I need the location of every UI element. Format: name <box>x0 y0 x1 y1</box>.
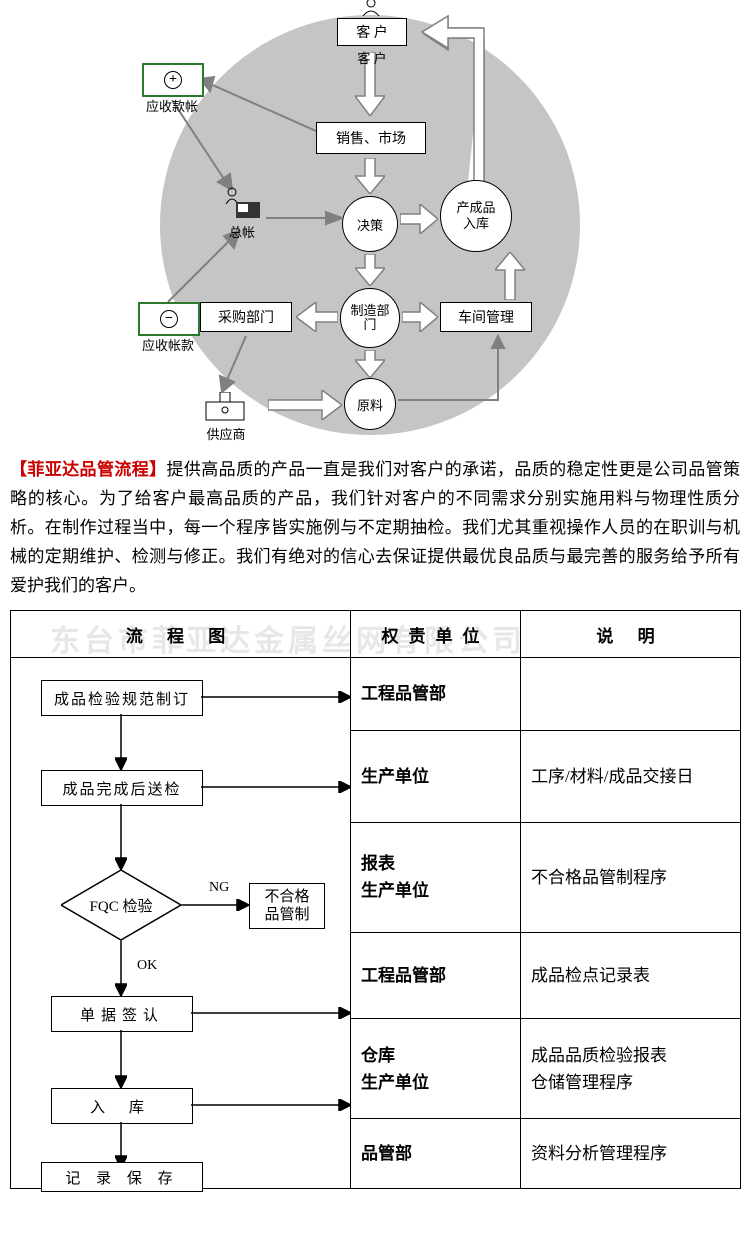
node-finished-label: 产成品 入库 <box>456 200 495 231</box>
arrow-spec-send <box>115 714 127 770</box>
arrow-mfg-material <box>355 350 385 378</box>
arrow-mfg-workshop <box>402 302 438 332</box>
node-mfg: 制造部 门 <box>340 288 400 348</box>
arrow-sales-decision <box>355 158 385 194</box>
node-decision-label: 决策 <box>357 215 383 234</box>
arrow-purchase-supplier <box>218 336 258 392</box>
node-customer: 客 户 <box>337 18 407 46</box>
arrow-send-out <box>201 781 351 793</box>
flow-sign-label: 单据签认 <box>80 1004 164 1025</box>
unit-cell: 报表 生产单位 <box>351 822 521 932</box>
arrow-payable-ledger <box>164 230 244 306</box>
desc-cell: 资料分析管理程序 <box>521 1119 741 1189</box>
unit-3: 工程品管部 <box>361 966 446 985</box>
table-header-row: 流 程 图 权责单位 说 明 <box>11 611 741 658</box>
node-material-label: 原料 <box>357 395 383 414</box>
arrow-supplier-material <box>268 390 342 420</box>
node-finished: 产成品 入库 <box>440 180 512 252</box>
ledger-icon <box>222 186 262 224</box>
unit-5: 品管部 <box>361 1144 412 1163</box>
node-material: 原料 <box>344 378 396 430</box>
desc-cell: 成品品质检验报表 仓储管理程序 <box>521 1019 741 1119</box>
unit-cell: 仓库 生产单位 <box>351 1019 521 1119</box>
qc-paragraph: 【菲亚达品管流程】提供高品质的产品一直是我们对客户的承诺，品质的稳定性更是公司品… <box>0 450 750 610</box>
flow-fqc-label: FQC 检验 <box>90 895 153 916</box>
node-mfg-label: 制造部 门 <box>350 304 389 333</box>
paragraph-title: 【菲亚达品管流程】 <box>10 460 167 479</box>
arrow-workshop-finished <box>495 252 525 300</box>
flow-store-label: 入 库 <box>90 1096 154 1117</box>
arrow-mfg-purchase <box>296 302 338 332</box>
node-workshop-label: 车间管理 <box>458 307 514 327</box>
flow-spec-label: 成品检验规范制订 <box>54 688 190 709</box>
flowchart-column: 成品检验规范制订 成品完成后送检 FQC 检验 NG 不合格 品管制 OK <box>11 658 350 1188</box>
desc-1: 工序/材料/成品交接日 <box>531 767 693 786</box>
flow-table-wrap: 东台市菲亚达金属丝网有限公司 流 程 图 权责单位 说 明 成品检验规范制订 成… <box>10 610 740 1189</box>
arrow-decision-mfg <box>355 254 385 286</box>
node-sales: 销售、市场 <box>316 122 426 154</box>
header-flowchart: 流 程 图 <box>11 611 351 658</box>
ledger-caption: 总帐 <box>224 222 260 241</box>
flow-ng-label: 不合格 品管制 <box>264 888 309 924</box>
unit-cell: 品管部 <box>351 1119 521 1189</box>
node-purchase-label: 采购部门 <box>218 307 274 327</box>
arrow-ledger-decision <box>266 208 342 228</box>
customer-caption: 客 户 <box>337 48 407 67</box>
desc-5: 资料分析管理程序 <box>531 1144 667 1163</box>
payable-caption: 应收帐款 <box>136 335 200 354</box>
node-workshop: 车间管理 <box>440 302 532 332</box>
arrow-fqc-sign <box>115 940 127 996</box>
arrow-store-out <box>191 1099 351 1111</box>
unit-2: 报表 生产单位 <box>361 854 429 900</box>
flow-fqc-diamond: FQC 检验 <box>61 870 181 940</box>
flow-record-box: 记 录 保 存 <box>41 1162 203 1192</box>
table-row: 成品检验规范制订 成品完成后送检 FQC 检验 NG 不合格 品管制 OK <box>11 658 741 730</box>
flow-record-label: 记 录 保 存 <box>65 1167 178 1188</box>
node-customer-label: 客 户 <box>356 22 388 42</box>
desc-2: 不合格品管制程序 <box>531 868 667 887</box>
desc-3: 成品检点记录表 <box>531 966 650 985</box>
header-desc: 说 明 <box>521 611 741 658</box>
header-unit: 权责单位 <box>351 611 521 658</box>
unit-4: 仓库 生产单位 <box>361 1046 429 1092</box>
receivable-money-icon: + <box>142 63 204 97</box>
customer-icon <box>356 0 386 20</box>
desc-cell <box>521 658 741 730</box>
ng-label: NG <box>209 880 229 896</box>
desc-cell: 成品检点记录表 <box>521 932 741 1018</box>
flow-send-label: 成品完成后送检 <box>62 778 181 799</box>
paragraph-body: 提供高品质的产品一直是我们对客户的承诺，品质的稳定性更是公司品管策略的核心。为了… <box>10 460 740 595</box>
node-decision: 决策 <box>342 196 398 252</box>
flow-spec-box: 成品检验规范制订 <box>41 680 203 716</box>
ok-label: OK <box>137 958 157 974</box>
arrow-finished-customer <box>408 14 488 182</box>
arrow-material-workshop <box>398 332 518 407</box>
unit-0: 工程品管部 <box>361 684 446 703</box>
arrow-decision-finished <box>400 204 438 234</box>
desc-cell: 不合格品管制程序 <box>521 822 741 932</box>
arrow-sign-out <box>191 1007 351 1019</box>
payable-money-icon: − <box>138 302 200 336</box>
flow-send-box: 成品完成后送检 <box>41 770 203 806</box>
unit-cell: 工程品管部 <box>351 658 521 730</box>
qc-flow-table: 流 程 图 权责单位 说 明 成品检验规范制订 成品完成后送检 FQC 检验 <box>10 610 741 1189</box>
desc-4: 成品品质检验报表 仓储管理程序 <box>531 1046 667 1092</box>
node-sales-label: 销售、市场 <box>336 128 406 148</box>
node-purchase: 采购部门 <box>200 302 292 332</box>
arrow-sign-store <box>115 1030 127 1088</box>
receivable-caption: 应收款帐 <box>140 96 204 115</box>
unit-cell: 生产单位 <box>351 730 521 822</box>
unit-1: 生产单位 <box>361 767 429 786</box>
business-flow-diagram: 客 户 客 户 销售、市场 决策 产成品 入库 制造部 门 采购部门 车间管理 … <box>0 0 750 450</box>
supplier-caption: 供应商 <box>202 424 250 443</box>
flow-store-box: 入 库 <box>51 1088 193 1124</box>
unit-cell: 工程品管部 <box>351 932 521 1018</box>
flow-sign-box: 单据签认 <box>51 996 193 1032</box>
desc-cell: 工序/材料/成品交接日 <box>521 730 741 822</box>
arrow-send-fqc <box>115 804 127 870</box>
flow-ng-box: 不合格 品管制 <box>249 883 325 929</box>
arrow-spec-out <box>201 691 351 703</box>
arrow-fqc-ng <box>181 899 249 911</box>
supplier-icon <box>200 392 250 426</box>
